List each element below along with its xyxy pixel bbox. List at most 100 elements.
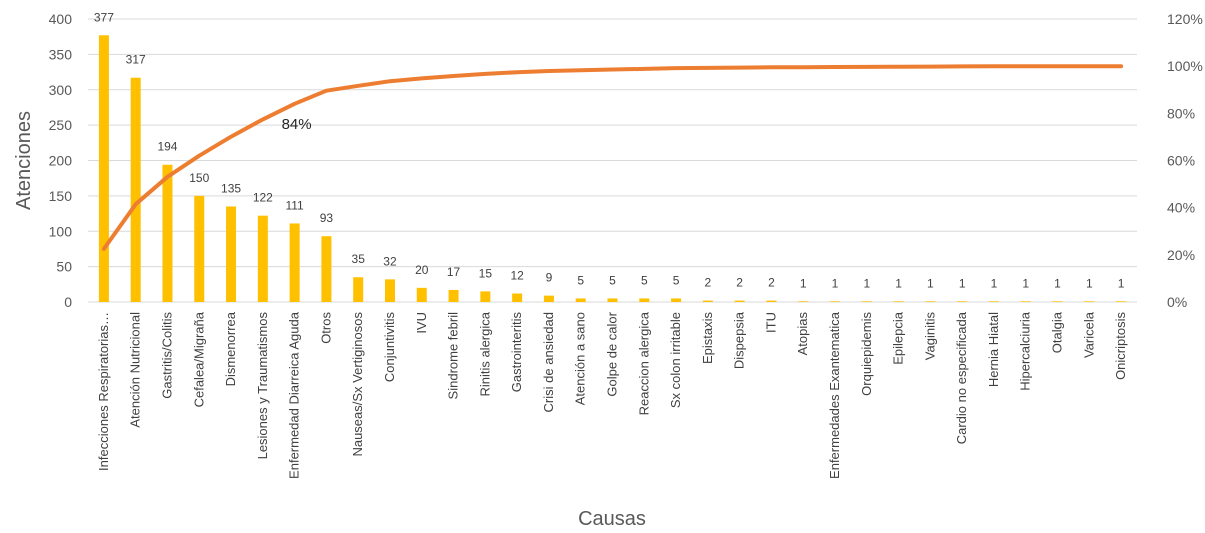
bar-data-label: 2: [768, 276, 775, 290]
bar-data-label: 12: [510, 269, 524, 283]
bar-data-label: 1: [800, 276, 807, 290]
bar: [671, 298, 682, 302]
x-tick-label: Infecciones Respiratorias…: [96, 312, 111, 471]
y-tick-label: 300: [49, 82, 73, 98]
bar: [734, 300, 745, 302]
bar: [1084, 301, 1095, 302]
x-axis-title: Causas: [578, 508, 646, 530]
y-tick-label: 250: [49, 117, 73, 133]
bar: [575, 298, 586, 302]
x-tick-label: Atopias: [795, 312, 810, 356]
bar: [448, 289, 459, 302]
bar-data-label: 15: [479, 266, 493, 280]
category-axis: Infecciones Respiratorias… Atención Nutri…: [96, 311, 1128, 479]
bar-data-label: 5: [673, 273, 680, 287]
y-tick-label: 400: [49, 11, 73, 27]
bar-data-label: 1: [991, 276, 998, 290]
x-tick-label: Lesiones y Traumatismos: [255, 312, 270, 460]
bar: [257, 215, 268, 302]
bar: [1020, 301, 1031, 302]
bar: [543, 295, 554, 302]
right-axis: 0% 20% 40% 60% 80% 100% 120%: [1167, 11, 1203, 310]
bar: [194, 195, 205, 302]
x-tick-label: Conjuntivitis: [382, 312, 397, 383]
y2-tick-label: 100%: [1167, 58, 1203, 74]
bar: [607, 298, 618, 302]
y-tick-label: 50: [56, 259, 72, 275]
x-tick-label: Sindrome febril: [446, 312, 461, 400]
bar: [957, 301, 968, 302]
y-tick-label: 150: [49, 188, 73, 204]
x-tick-label: Orquiepidemis: [859, 312, 874, 396]
x-tick-label: Hernia Hiatal: [986, 312, 1001, 387]
bar-data-label: 1: [1118, 276, 1125, 290]
bar: [1116, 301, 1127, 302]
left-axis: 0 50 100 150 200 250 300 350 400: [49, 11, 73, 310]
x-tick-label: Crisi de ansiedad: [541, 312, 556, 412]
y2-tick-label: 0%: [1167, 294, 1187, 310]
x-tick-label: Cardio no especificada: [954, 311, 969, 444]
bar-data-label: 2: [705, 276, 712, 290]
x-tick-label: Golpe de calor: [605, 311, 620, 396]
bar: [480, 291, 491, 302]
x-tick-label: Cefalea/Migraña: [191, 311, 206, 407]
bar-data-label: 1: [895, 276, 902, 290]
y-tick-label: 100: [49, 223, 73, 239]
y-tick-label: 200: [49, 153, 73, 169]
bar-data-label: 194: [157, 140, 177, 154]
bar-series: [98, 35, 1127, 303]
bar-data-label: 111: [285, 198, 304, 212]
bar-data-label: 1: [959, 276, 966, 290]
bar-data-label: 1: [1086, 276, 1093, 290]
bar-data-label: 1: [1022, 276, 1029, 290]
bar-data-label: 1: [927, 276, 934, 290]
bar-data-label: 9: [546, 271, 553, 285]
bar: [893, 301, 904, 302]
y2-tick-label: 20%: [1167, 247, 1195, 263]
x-tick-label: Atención Nutricional: [128, 312, 143, 428]
bar: [925, 301, 936, 302]
bar-data-label: 32: [383, 254, 397, 268]
x-tick-label: ITU: [763, 312, 778, 333]
bar-data-label: 122: [253, 191, 273, 205]
bar-data-label: 5: [577, 273, 584, 287]
bar-data-label: 93: [320, 211, 334, 225]
gridlines: [88, 18, 1137, 303]
y2-tick-label: 40%: [1167, 200, 1195, 216]
bar-data-label: 20: [415, 263, 429, 277]
bar: [384, 279, 395, 302]
x-tick-label: Sx colon irritable: [668, 312, 683, 408]
x-tick-label: Onicriptosis: [1113, 312, 1128, 380]
bar: [702, 300, 713, 302]
bar-data-label: 1: [832, 276, 839, 290]
bar: [416, 287, 427, 302]
bar-data-label: 35: [352, 252, 366, 266]
x-tick-label: Gastrointeritis: [509, 312, 524, 393]
bar: [353, 277, 364, 302]
x-tick-label: Dismenorrea: [223, 311, 238, 386]
bar: [321, 236, 332, 302]
bar: [1052, 301, 1063, 302]
y2-tick-label: 120%: [1167, 11, 1203, 27]
cumulative-line-series: [101, 64, 1124, 251]
y2-tick-label: 60%: [1167, 153, 1195, 169]
bar: [861, 301, 872, 302]
bar: [639, 298, 650, 302]
x-tick-label: Gastritis/Colitis: [159, 312, 174, 399]
bar: [98, 35, 109, 303]
x-tick-label: Otalgia: [1050, 311, 1065, 353]
x-tick-label: Enfermedad Diarreica Aguda: [287, 311, 302, 479]
x-tick-label: Otros: [318, 312, 333, 344]
x-tick-label: Nauseas/Sx Vertiginosos: [350, 312, 365, 457]
x-tick-label: Hipercalciuria: [1018, 311, 1033, 391]
x-tick-label: Epilepcia: [891, 311, 906, 365]
bar-data-label: 150: [189, 171, 209, 185]
y-tick-label: 0: [64, 294, 72, 310]
bar-data-label: 17: [447, 265, 461, 279]
bar-data-label: 1: [1054, 276, 1061, 290]
x-tick-label: Enfermedades Exantematica: [827, 311, 842, 479]
bar: [289, 223, 300, 302]
bar: [162, 164, 173, 302]
y-tick-label: 350: [49, 46, 73, 62]
